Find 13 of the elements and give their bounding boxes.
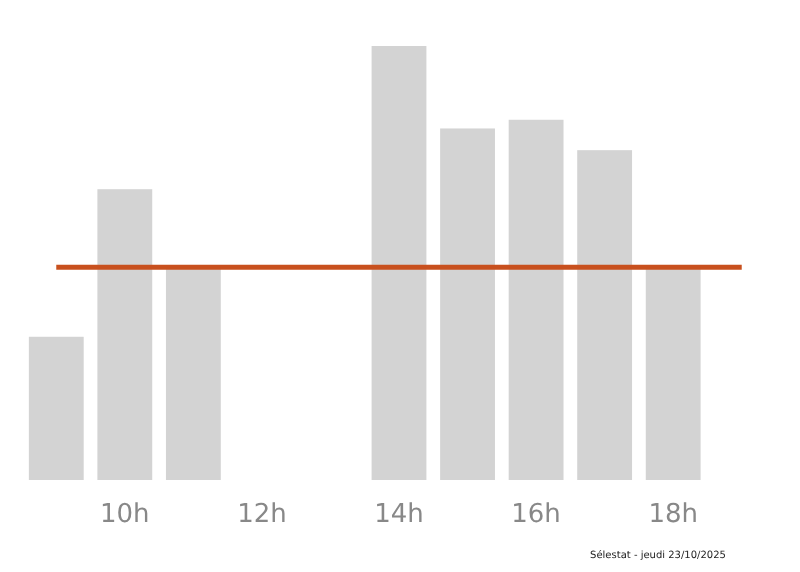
bar: [440, 128, 495, 480]
x-tick-label: 16h: [511, 500, 561, 530]
bar: [28, 336, 84, 480]
bar: [645, 267, 701, 480]
bar: [577, 150, 633, 480]
bar: [508, 119, 564, 480]
x-tick-label: 18h: [648, 500, 698, 530]
bar: [371, 46, 427, 480]
bar: [97, 189, 153, 480]
x-tick-label: 10h: [100, 500, 150, 530]
x-tick-label: 14h: [374, 500, 424, 530]
bar: [165, 267, 221, 480]
x-tick-label: 12h: [237, 500, 287, 530]
